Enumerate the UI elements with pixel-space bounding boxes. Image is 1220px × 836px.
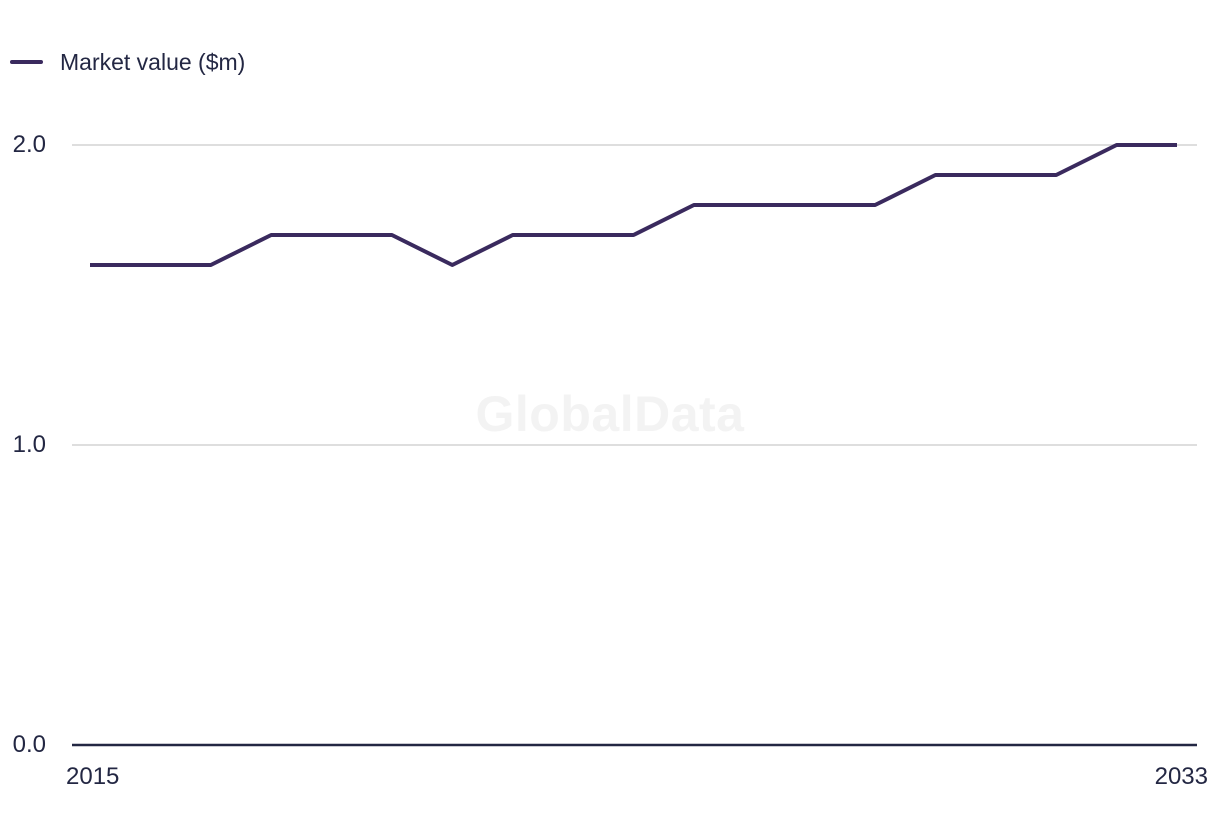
watermark: GlobalData [475, 386, 745, 442]
y-tick-label-1-0: 1.0 [12, 431, 46, 458]
y-tick-label-0-0: 0.0 [12, 731, 46, 758]
x-tick-label-2033: 2033 [1154, 763, 1208, 790]
x-tick-label-2015: 2015 [66, 763, 120, 790]
legend: Market value ($m) [10, 48, 245, 76]
series-line-market-value [90, 143, 1177, 267]
legend-label: Market value ($m) [60, 49, 246, 75]
y-tick-label-2-0: 2.0 [12, 131, 46, 158]
legend-line-swatch [10, 60, 43, 64]
